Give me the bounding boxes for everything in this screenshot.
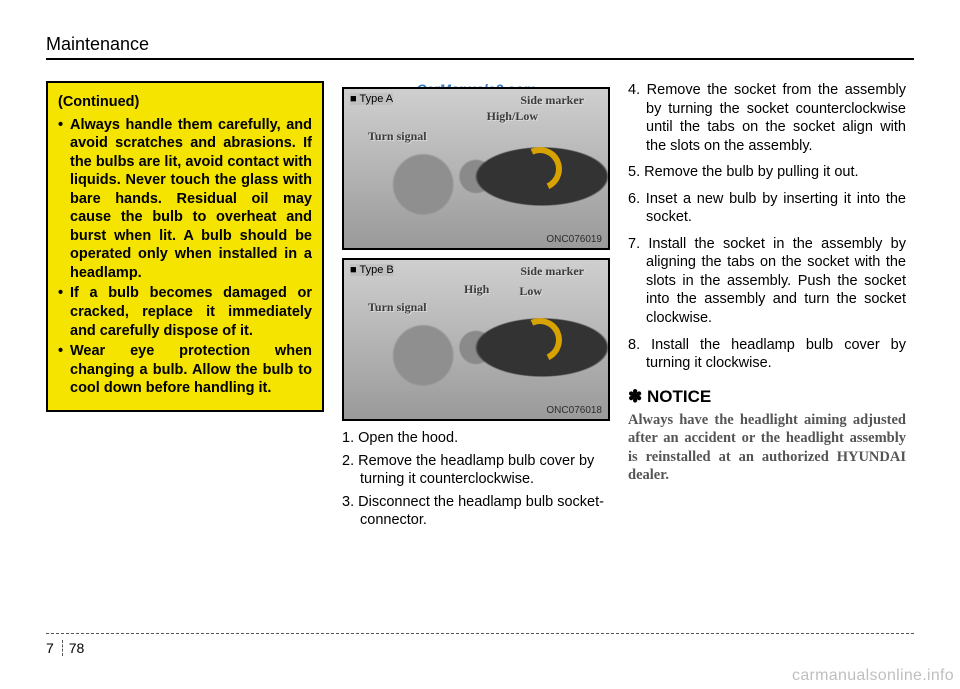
column-center: CarManuals2.com ■ Type A Side marker Hig… [342,81,610,534]
label-side-marker: Side marker [520,93,584,108]
step-item: 7. Install the socket in the assembly by… [628,235,906,328]
section-number: 7 [46,640,54,656]
step-item: 8. Install the headlamp bulb cover by tu… [628,336,906,373]
figure-code: ONC076019 [546,234,602,245]
label-high-low: High/Low [487,109,538,124]
label-turn-signal: Turn signal [368,300,427,315]
header-rule [46,58,914,65]
step-item: 5. Remove the bulb by pulling it out. [628,163,906,182]
step-item: 6. Inset a new bulb by inserting it into… [628,190,906,227]
figure-type-label: ■ Type B [350,264,394,276]
footer: 7 78 [46,633,914,663]
page-number-value: 78 [62,640,85,656]
figure-type-b: ■ Type B Side marker High Low Turn signa… [342,258,610,421]
column-right: 4. Remove the socket from the assembly b… [628,81,906,534]
warning-continued: (Continued) [58,93,312,112]
page-number: 7 78 [46,640,84,656]
warning-item: If a bulb becomes damaged or cracked, re… [58,284,312,340]
notice-heading: ✽ NOTICE [628,387,906,407]
figure-body [344,89,608,248]
warning-item: Always handle them carefully, and avoid … [58,116,312,283]
label-side-marker: Side marker [520,264,584,279]
step-item: 2. Remove the headlamp bulb cover by tur… [342,452,610,489]
figure-code: ONC076018 [546,405,602,416]
warning-item: Wear eye protection when changing a bulb… [58,342,312,398]
column-left: (Continued) Always handle them carefully… [46,81,324,534]
page-title: Maintenance [46,34,914,55]
label-low: Low [519,284,542,299]
steps-center: 1. Open the hood. 2. Remove the headlamp… [342,429,610,530]
step-item: 4. Remove the socket from the assembly b… [628,81,906,155]
label-high: High [464,282,489,297]
step-item: 1. Open the hood. [342,429,610,448]
figure-type-a: ■ Type A Side marker High/Low Turn signa… [342,87,610,250]
steps-right: 4. Remove the socket from the assembly b… [628,81,906,373]
warning-box: (Continued) Always handle them carefully… [46,81,324,412]
label-turn-signal: Turn signal [368,129,427,144]
watermark-bottom: carmanualsonline.info [792,667,954,685]
step-item: 3. Disconnect the headlamp bulb socket-c… [342,493,610,530]
warning-list: Always handle them carefully, and avoid … [58,116,312,398]
figure-type-label: ■ Type A [350,93,393,105]
page: Maintenance (Continued) Always handle th… [0,0,960,689]
notice-body: Always have the headlight aiming adjuste… [628,411,906,485]
content-columns: (Continued) Always handle them carefully… [46,81,914,534]
